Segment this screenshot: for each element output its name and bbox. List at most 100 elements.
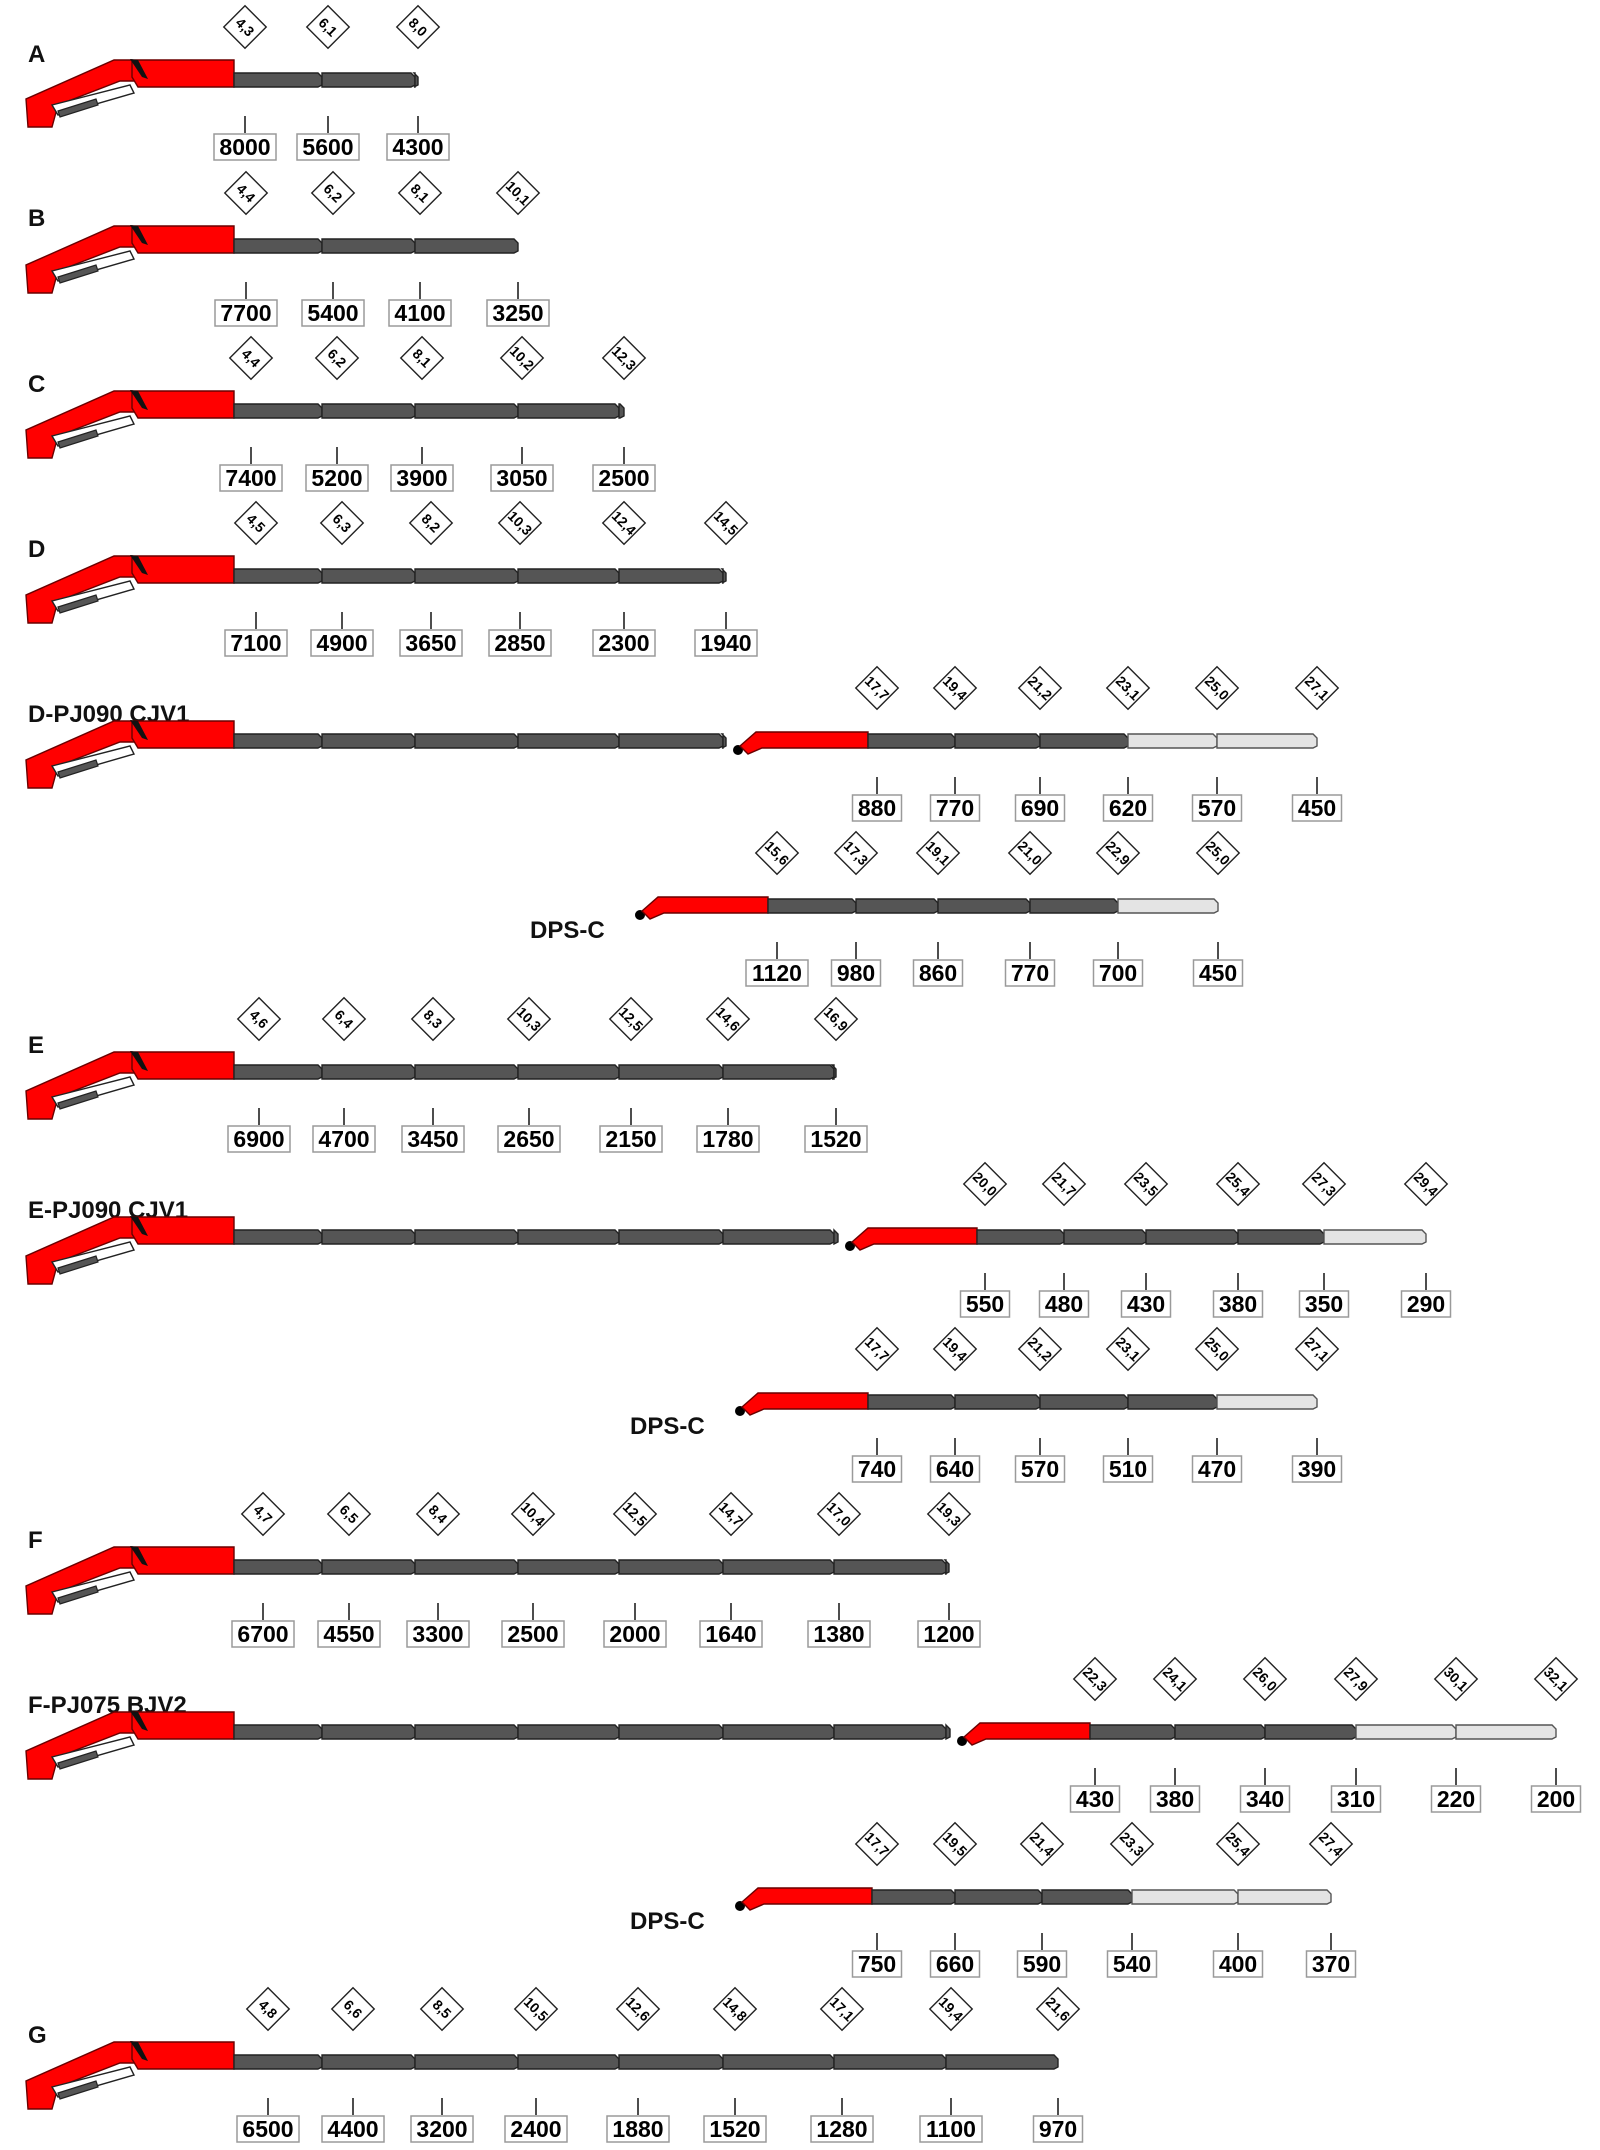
capacity-value: 8000 — [219, 134, 270, 160]
capacity-value: 770 — [1011, 960, 1049, 986]
capacity-value: 6700 — [237, 1621, 288, 1647]
capacity-value: 1520 — [709, 2116, 760, 2142]
capacity-box — [1092, 959, 1144, 987]
reach-diamond — [1294, 1326, 1340, 1372]
boom-extension — [618, 568, 724, 584]
capacity-box — [386, 133, 450, 161]
boom-extension — [618, 403, 625, 419]
reach-marker: 8,1 — [399, 335, 445, 381]
reach-diamond — [1019, 1821, 1065, 1867]
jib-manual-extension — [1131, 1889, 1239, 1905]
capacity-value: 5200 — [311, 465, 362, 491]
boom-extension — [414, 733, 519, 749]
reach-marker: 22,3 — [1072, 1656, 1118, 1702]
row-label: B — [28, 205, 45, 232]
boom-extension — [233, 72, 323, 88]
reach-marker: 14,5 — [703, 500, 749, 546]
boom-extension — [233, 733, 323, 749]
capacity-box — [1400, 1290, 1452, 1318]
reach-marker: 17,3 — [833, 830, 879, 876]
boom-extension — [830, 1064, 837, 1080]
jib-pivot-icon — [735, 1901, 745, 1911]
row-1: B 7700 5400 4100 3250 4,4 6,2 8,1 10,1 — [25, 170, 550, 327]
capacity-value: 3650 — [405, 630, 456, 656]
boom-hinge — [130, 1711, 148, 1731]
capacity-value: 340 — [1246, 1786, 1284, 1812]
capacity-box — [406, 1620, 470, 1648]
boom-extension — [833, 1724, 947, 1740]
reach-marker: 4,7 — [240, 1491, 286, 1537]
reach-marker: 10,3 — [497, 500, 543, 546]
row-label: G — [28, 2022, 47, 2049]
capacity-value: 700 — [1099, 960, 1137, 986]
jib-manual-extension — [1323, 1229, 1427, 1245]
reach-diamond — [712, 1986, 758, 2032]
boom-extension — [517, 1229, 620, 1245]
capacity-value: 6500 — [242, 2116, 293, 2142]
capacity-box — [497, 1125, 561, 1153]
capacity-value: 480 — [1045, 1291, 1083, 1317]
row-2: C 7400 5200 3900 3050 2500 4,4 6,2 8,1 10,2 12,3 — [25, 335, 656, 492]
capacity-box — [301, 299, 365, 327]
boom-hinge — [130, 1216, 148, 1236]
reach-marker: 32,1 — [1533, 1656, 1579, 1702]
boom-extension — [722, 2054, 835, 2070]
reach-marker: 19,4 — [932, 665, 978, 711]
capacity-box — [1530, 1785, 1582, 1813]
boom-extension — [618, 2054, 724, 2070]
capacity-value: 400 — [1219, 1951, 1257, 1977]
capacity-box — [486, 299, 550, 327]
jib-extension — [867, 1394, 956, 1410]
cylinder-rod — [57, 1750, 99, 1770]
boom-extension — [414, 1064, 519, 1080]
reach-diamond — [816, 1491, 862, 1537]
boom-extension — [618, 1559, 724, 1575]
capacity-box — [1069, 1785, 1121, 1813]
capacity-box — [699, 1620, 763, 1648]
reach-marker: 23,5 — [1123, 1161, 1169, 1207]
jib-extension — [1089, 1724, 1176, 1740]
reach-marker: 8,1 — [397, 170, 443, 216]
jib-pivot-icon — [733, 745, 743, 755]
cylinder-rod — [57, 1255, 99, 1275]
reach-marker: 25,0 — [1194, 1326, 1240, 1372]
capacity-value: 7100 — [230, 630, 281, 656]
capacity-value: 4100 — [394, 300, 445, 326]
main-boom — [131, 59, 235, 88]
jib-extension — [1063, 1229, 1147, 1245]
reach-diamond — [915, 830, 961, 876]
capacity-value: 550 — [966, 1291, 1004, 1317]
capacity-box — [807, 1620, 871, 1648]
row-0: A 8000 5600 4300 4,3 6,1 8,0 — [25, 4, 450, 161]
reach-marker: 25,4 — [1215, 1821, 1261, 1867]
capacity-box — [745, 959, 809, 987]
reach-diamond — [408, 500, 454, 546]
capacity-box — [919, 2115, 983, 2143]
capacity-box — [1330, 1785, 1382, 1813]
jib-extension — [954, 1394, 1041, 1410]
capacity-box — [917, 1620, 981, 1648]
capacity-box — [1291, 794, 1343, 822]
reach-marker: 12,3 — [601, 335, 647, 381]
reach-diamond — [1294, 665, 1340, 711]
capacity-box — [1038, 1290, 1090, 1318]
boom-extension — [833, 1559, 947, 1575]
cylinder-rod — [57, 1090, 99, 1110]
jib-extension — [871, 1889, 956, 1905]
reach-diamond — [754, 830, 800, 876]
boom-extension — [414, 238, 519, 254]
jib-manual-extension — [1117, 898, 1219, 914]
reach-marker: 25,4 — [1215, 1161, 1261, 1207]
capacity-value: 2400 — [510, 2116, 561, 2142]
reach-diamond — [1403, 1161, 1449, 1207]
reach-diamond — [415, 1491, 461, 1537]
jib-manual-extension — [1127, 733, 1218, 749]
jib-pivot-icon — [635, 910, 645, 920]
reach-marker: 15,6 — [754, 830, 800, 876]
reach-diamond — [705, 996, 751, 1042]
capacity-box — [1291, 1455, 1343, 1483]
row-12: G 6500 4400 3200 2400 1880 1520 1280 1100 970 4,8 6… — [25, 1986, 1084, 2143]
reach-diamond — [1215, 1821, 1261, 1867]
jib-pivot-icon — [957, 1736, 967, 1746]
